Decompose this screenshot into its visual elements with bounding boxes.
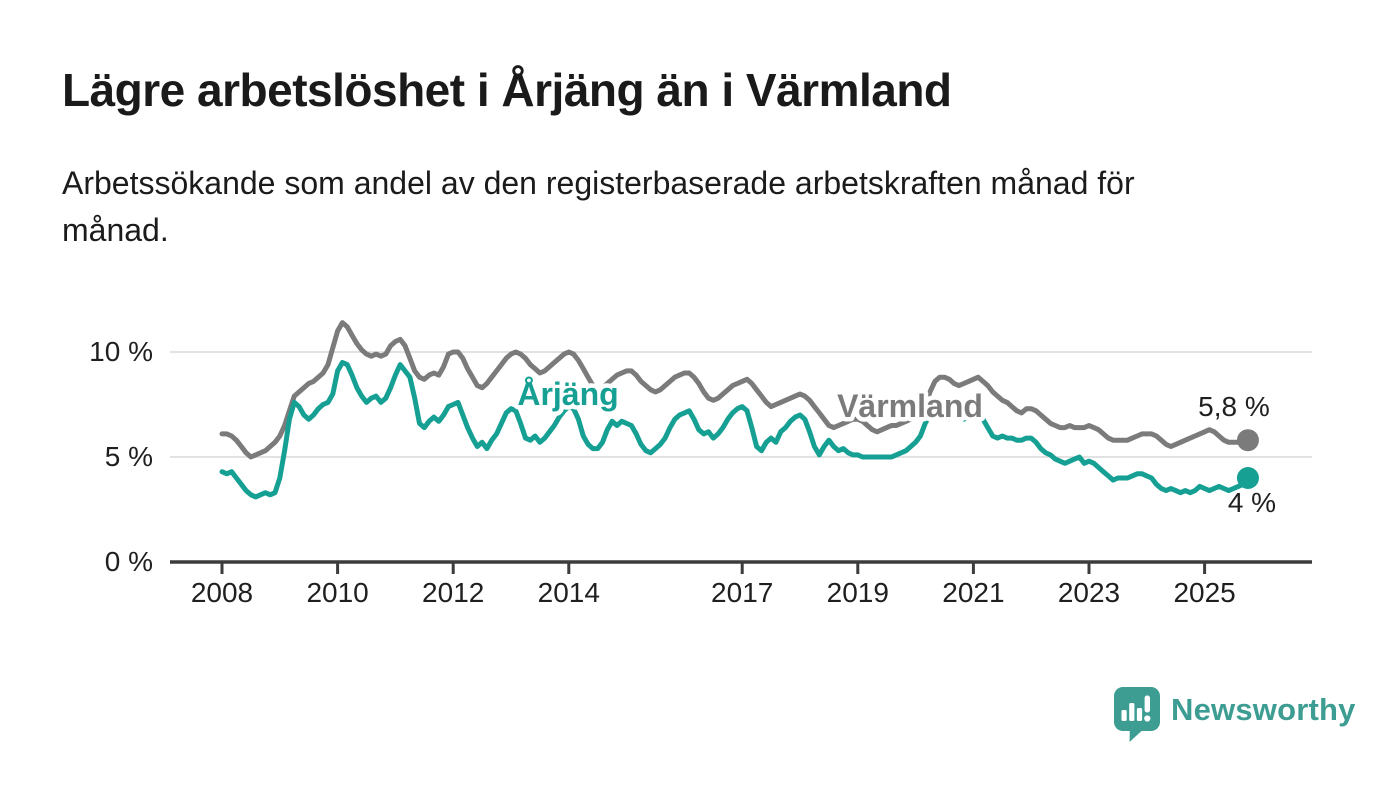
x-axis-label: 2021 xyxy=(942,577,1004,608)
x-axis-label: 2010 xyxy=(306,577,368,608)
y-axis-label: 0 % xyxy=(105,546,153,577)
line-arjang xyxy=(219,360,1251,500)
page-title: Lägre arbetslöshet i Årjäng än i Värmlan… xyxy=(62,64,952,116)
x-axis-label: 2019 xyxy=(827,577,889,608)
y-axis-label: 5 % xyxy=(105,441,153,472)
logo-wordmark: Newsworthy xyxy=(1171,692,1356,727)
x-axis-label: 2012 xyxy=(422,577,484,608)
end-value-label-varmland: 5,8 % xyxy=(1198,391,1270,422)
x-axis-label: 2023 xyxy=(1058,577,1120,608)
bar-chart-speech-bubble-icon xyxy=(1114,687,1160,742)
end-dot-arjang xyxy=(1236,467,1259,489)
x-axis-label: 2008 xyxy=(191,577,253,608)
series-label-arjang: Årjäng xyxy=(517,376,618,412)
end-value-label-arjang: 4 % xyxy=(1228,487,1276,518)
series-label-varmland: Värmland xyxy=(837,388,983,424)
end-dot-varmland xyxy=(1236,429,1259,452)
chart-subtitle: Arbetssökande som andel av den registerb… xyxy=(62,165,1135,248)
newsworthy-logo: Newsworthy xyxy=(1113,686,1356,744)
x-axis-label: 2025 xyxy=(1173,577,1235,608)
y-axis-label: 10 % xyxy=(89,336,153,367)
x-axis-label: 2014 xyxy=(538,577,600,608)
x-axis-label: 2017 xyxy=(711,577,773,608)
line-varmland xyxy=(219,320,1251,460)
